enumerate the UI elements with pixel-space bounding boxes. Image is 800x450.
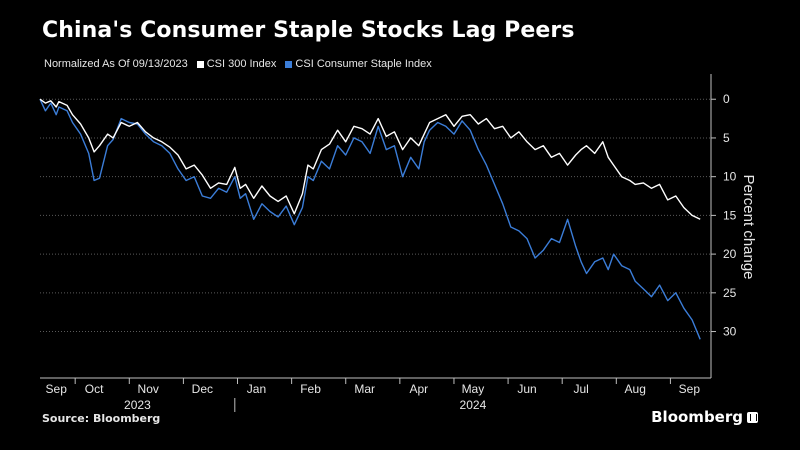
legend-label-csi-300: CSI 300 Index	[206, 58, 277, 70]
bloomberg-terminal-icon	[747, 411, 758, 423]
x-tick-label: Mar	[354, 382, 375, 396]
x-tick-label: Aug	[625, 382, 646, 396]
x-tick-label: Sep	[679, 382, 701, 396]
bloomberg-logo: Bloomberg	[651, 408, 758, 426]
brand-label: Bloomberg	[651, 408, 743, 426]
x-tick-label: Oct	[85, 382, 104, 396]
x-tick-label: Apr	[409, 382, 428, 396]
normalized-note: Normalized As Of 09/13/2023	[44, 58, 188, 70]
x-tick-label: Nov	[138, 382, 159, 396]
y-tick-label: 15	[723, 208, 737, 222]
x-tick-label: Feb	[300, 382, 321, 396]
series-line-consumer-staple	[39, 98, 701, 340]
source-note: Source: Bloomberg	[42, 412, 161, 425]
y-tick-label: 5	[723, 131, 730, 145]
legend: Normalized As Of 09/13/2023 CSI 300 Inde…	[44, 58, 432, 70]
x-tick-label: Jun	[517, 382, 536, 396]
x-tick-label: May	[462, 382, 485, 396]
y-tick-label: 0	[723, 92, 730, 106]
series-line-csi-300	[39, 98, 701, 220]
y-tick-label: 25	[723, 286, 737, 300]
y-tick-label: 10	[723, 170, 737, 184]
chart-title: China's Consumer Staple Stocks Lag Peers	[42, 18, 575, 43]
x-tick-label: Jul	[573, 382, 588, 396]
x-tick-label: Sep	[46, 382, 68, 396]
y-tick-label: 30	[723, 325, 737, 339]
x-tick-label: Dec	[192, 382, 213, 396]
legend-label-consumer-staple: CSI Consumer Staple Index	[295, 58, 432, 70]
y-tick-label: 20	[723, 247, 737, 261]
legend-swatch-consumer-staple	[285, 60, 293, 68]
legend-swatch-csi-300	[196, 60, 204, 68]
year-label: 2024	[460, 398, 487, 412]
year-label: 2023	[124, 398, 151, 412]
y-axis-label: Percent change	[740, 174, 757, 279]
x-tick-label: Jan	[247, 382, 266, 396]
